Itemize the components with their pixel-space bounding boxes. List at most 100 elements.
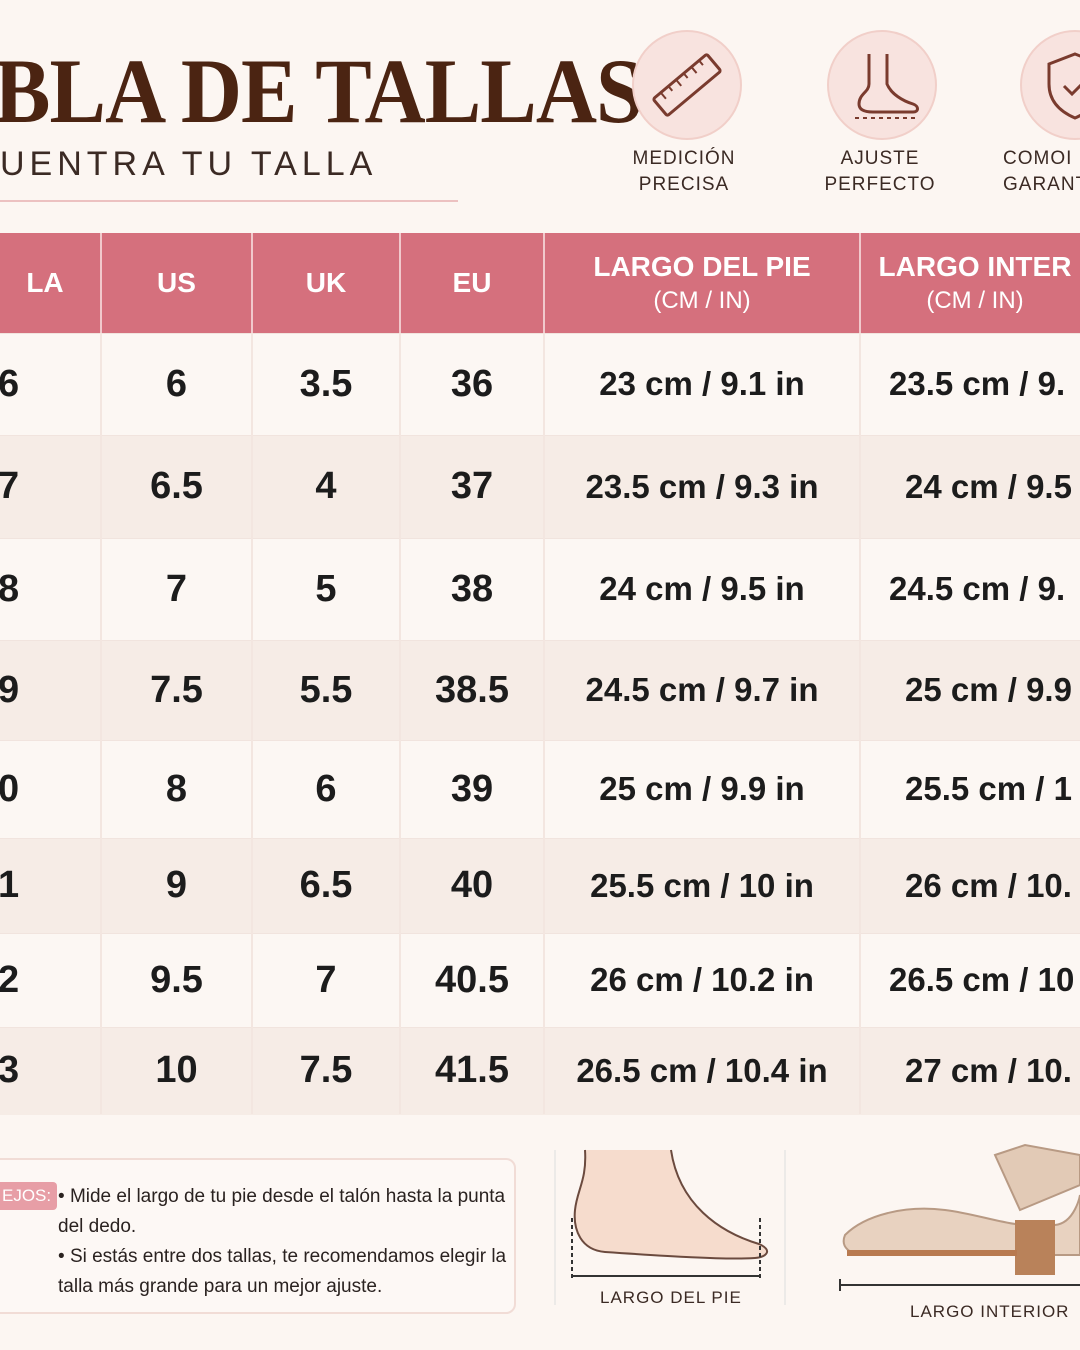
table-cell: 38 — [401, 538, 545, 640]
table-cell: 3 — [0, 1027, 102, 1114]
table-cell: 38.5 — [401, 640, 545, 740]
ruler-icon — [632, 30, 742, 140]
foot-svg — [855, 54, 919, 119]
table-row — [0, 640, 1080, 741]
table-cell: 23.5 cm / 9.3 in — [545, 435, 861, 538]
table-cell: 9 — [102, 838, 253, 933]
table-cell: 24.5 cm / 9.7 in — [545, 640, 861, 740]
table-cell: 6 — [0, 333, 102, 435]
table-cell: 23.5 cm / 9. — [861, 333, 1080, 435]
header-cell: LARGO DEL PIE (CM / IN) — [545, 233, 861, 333]
table-row — [0, 933, 1080, 1028]
table-cell: 7 — [253, 933, 401, 1027]
table-cell: 26.5 cm / 10 — [861, 933, 1080, 1027]
table-cell: 9 — [0, 640, 102, 740]
feature-line: MEDICIÓN — [632, 148, 736, 169]
feature-line: COMOI — [1003, 148, 1073, 169]
feature-line: PERFECTO — [824, 174, 936, 195]
header-text: EU — [452, 267, 492, 298]
table-cell: 1 — [0, 838, 102, 933]
header-cell: EU — [401, 233, 545, 333]
divider — [0, 200, 458, 202]
subtitle: UENTRA TU TALLA — [0, 145, 378, 183]
table-cell: 3.5 — [253, 333, 401, 435]
size-table: LA US UK EU LARGO DEL PIE (CM / IN) LARGO INTE… — [0, 233, 1080, 1115]
table-cell: 5 — [253, 538, 401, 640]
header-text: (CM / IN) — [926, 287, 1024, 314]
table-cell: 24 cm / 9.5 in — [545, 538, 861, 640]
table-cell: 37 — [401, 435, 545, 538]
header-text: LARGO DEL PIE — [593, 251, 811, 282]
table-cell: 36 — [401, 333, 545, 435]
feature-label: COMOI GARANT — [1003, 146, 1080, 198]
ruler-svg — [652, 53, 722, 117]
table-row — [0, 435, 1080, 539]
table-row — [0, 333, 1080, 436]
foot-diagram — [554, 1149, 786, 1305]
table-cell: 5.5 — [253, 640, 401, 740]
table-cell: 4 — [253, 435, 401, 538]
table-row — [0, 838, 1080, 934]
table-cell: 25 cm / 9.9 in — [545, 740, 861, 838]
table-row — [0, 538, 1080, 641]
table-cell: 7 — [0, 435, 102, 538]
feature-line: GARANT — [1003, 174, 1080, 195]
header-cell: US — [102, 233, 253, 333]
table-cell: 8 — [0, 538, 102, 640]
feature-label: MEDICIÓN PRECISA — [604, 146, 764, 198]
diagram-label: LARGO DEL PIE — [600, 1288, 742, 1307]
header-text: LARGO INTER — [878, 251, 1072, 282]
table-cell: 9.5 — [102, 933, 253, 1027]
feature-label: AJUSTE PERFECTO — [800, 146, 960, 198]
table-cell: 26 cm / 10. — [861, 838, 1080, 933]
feature-line: PRECISA — [638, 174, 730, 195]
diagram-label: LARGO INTERIOR — [910, 1302, 1070, 1321]
feature-line: AJUSTE — [840, 148, 920, 169]
header-cell: LARGO INTER (CM / IN) — [861, 233, 1080, 333]
table-cell: 10 — [102, 1027, 253, 1114]
table-cell: 6.5 — [102, 435, 253, 538]
header-text: UK — [305, 267, 347, 298]
table-cell: 25 cm / 9.9 — [861, 640, 1080, 740]
table-cell: 25.5 cm / 1 — [861, 740, 1080, 838]
table-cell: 41.5 — [401, 1027, 545, 1114]
tips-label: EJOS: — [0, 1182, 58, 1210]
table-cell: 24.5 cm / 9. — [861, 538, 1080, 640]
shield-svg — [1047, 52, 1080, 120]
tips-box — [0, 1158, 516, 1314]
header-text: US — [157, 267, 196, 298]
table-cell: 0 — [0, 740, 102, 838]
table-row — [0, 1027, 1080, 1115]
table-cell: 40.5 — [401, 933, 545, 1027]
header-text: LA — [26, 267, 64, 298]
tip-text: Mide el largo de tu pie desde el talón h… — [58, 1186, 506, 1237]
title: BLA DE TALLAS — [0, 40, 643, 142]
header-cell: LA — [0, 233, 102, 333]
table-cell: 7.5 — [102, 640, 253, 740]
table-cell: 2 — [0, 933, 102, 1027]
table-cell: 7 — [102, 538, 253, 640]
sandal-diagram — [839, 1143, 1080, 1291]
table-cell: 6 — [253, 740, 401, 838]
table-cell: 23 cm / 9.1 in — [545, 333, 861, 435]
shield-icon — [1020, 30, 1080, 140]
table-cell: 24 cm / 9.5 — [861, 435, 1080, 538]
tip-text: Si estás entre dos tallas, te recomendam… — [58, 1246, 507, 1297]
table-cell: 25.5 cm / 10 in — [545, 838, 861, 933]
table-cell: 39 — [401, 740, 545, 838]
table-cell: 26 cm / 10.2 in — [545, 933, 861, 1027]
table-cell: 6.5 — [253, 838, 401, 933]
table-cell: 27 cm / 10. — [861, 1027, 1080, 1114]
table-row — [0, 740, 1080, 839]
table-cell: 6 — [102, 333, 253, 435]
foot-icon — [827, 30, 937, 140]
table-cell: 8 — [102, 740, 253, 838]
header-cell: UK — [253, 233, 401, 333]
table-cell: 26.5 cm / 10.4 in — [545, 1027, 861, 1114]
tip: • Mide el largo de tu pie desde el talón… — [58, 1186, 506, 1237]
table-cell: 40 — [401, 838, 545, 933]
tip: • Si estás entre dos tallas, te recomend… — [58, 1246, 507, 1297]
table-cell: 7.5 — [253, 1027, 401, 1114]
header-text: (CM / IN) — [653, 287, 751, 314]
